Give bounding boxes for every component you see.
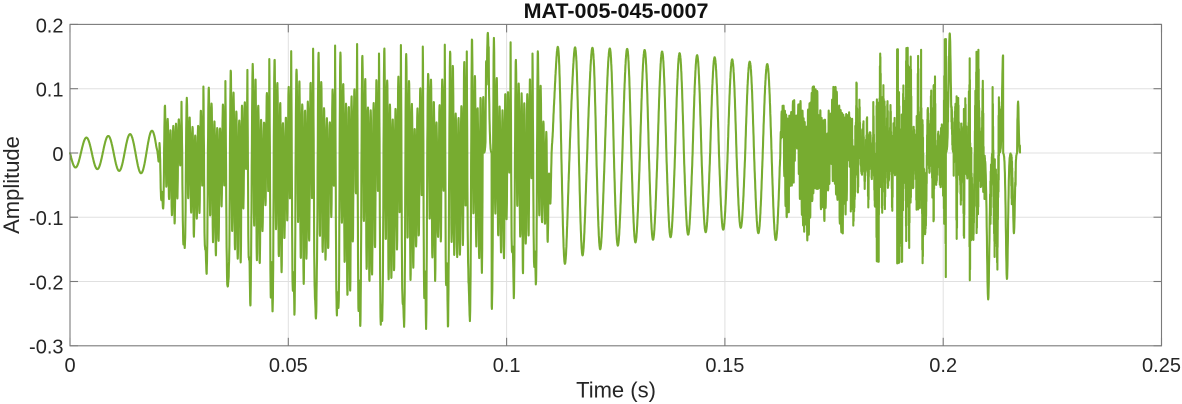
svg-text:0.1: 0.1	[36, 80, 64, 102]
svg-text:0: 0	[64, 355, 75, 377]
svg-text:Amplitude: Amplitude	[0, 136, 24, 234]
svg-text:-0.1: -0.1	[29, 208, 63, 230]
svg-text:0.25: 0.25	[1142, 355, 1181, 377]
svg-text:Time (s): Time (s)	[576, 377, 656, 402]
svg-text:0.05: 0.05	[269, 355, 308, 377]
svg-text:MAT-005-045-0007: MAT-005-045-0007	[524, 0, 709, 23]
svg-text:0.2: 0.2	[36, 15, 64, 37]
svg-text:0.2: 0.2	[929, 355, 957, 377]
svg-text:-0.3: -0.3	[29, 337, 63, 359]
svg-text:-0.2: -0.2	[29, 272, 63, 294]
svg-text:0: 0	[52, 144, 63, 166]
svg-text:0.15: 0.15	[705, 355, 744, 377]
svg-text:0.1: 0.1	[493, 355, 521, 377]
